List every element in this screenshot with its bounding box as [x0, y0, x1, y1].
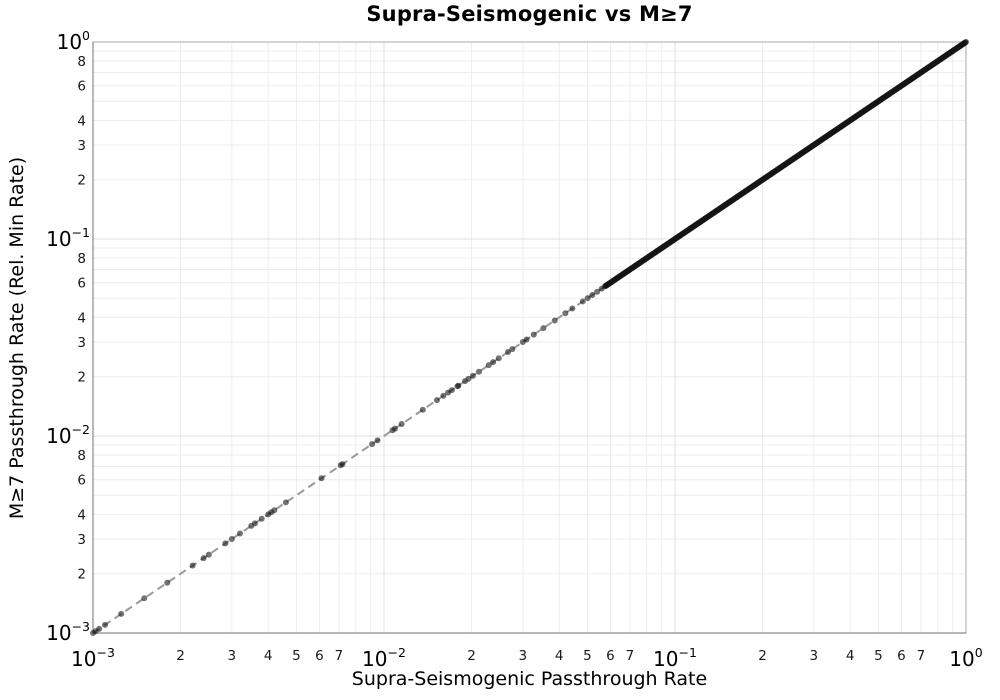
scatter-point	[164, 579, 171, 586]
y-minor-tick-label: 3	[77, 532, 86, 548]
scatter-point	[318, 475, 325, 482]
scatter-point	[391, 425, 398, 432]
y-minor-tick-labels: 2 3 4 6 8 2 3 4 6 8 2 3 4 6 8	[77, 54, 86, 583]
y-minor-tick-label: 6	[77, 473, 86, 489]
x-minor-tick-label: 6	[315, 648, 324, 664]
scatter-point	[505, 348, 512, 355]
y-minor-tick-label: 2	[77, 370, 86, 386]
y-minor-tick-label: 4	[77, 507, 86, 523]
scatter-point	[419, 406, 426, 413]
x-minor-tick-label: 6	[606, 648, 615, 664]
x-minor-tick-label: 4	[264, 648, 273, 664]
scatter-point	[579, 298, 586, 305]
y-major-tick-label: 10−1	[46, 225, 90, 251]
scatter-point	[339, 461, 346, 468]
y-major-tick-label: 10−3	[46, 619, 90, 645]
scatter-point	[485, 362, 492, 369]
x-major-tick-labels: 10−3 10−2 10−1 100	[71, 645, 983, 671]
scatter-point	[369, 441, 376, 448]
x-major-tick-label: 10−3	[71, 645, 115, 671]
scatter-point	[584, 295, 591, 302]
scatter-points	[90, 39, 969, 636]
minor-gridlines	[93, 42, 966, 633]
y-minor-tick-label: 2	[77, 567, 86, 583]
x-major-tick-label: 10−2	[362, 645, 406, 671]
y-minor-tick-label: 3	[77, 335, 86, 351]
scatter-point	[589, 291, 596, 298]
scatter-point	[228, 536, 235, 543]
x-major-tick-label: 100	[949, 645, 982, 671]
scatter-point	[96, 625, 103, 632]
y-minor-tick-label: 8	[77, 251, 86, 267]
x-minor-tick-label: 4	[846, 648, 855, 664]
scatter-point	[222, 540, 229, 547]
scatter-point	[469, 372, 476, 379]
x-minor-tick-label: 3	[519, 648, 528, 664]
plot-border	[92, 41, 967, 634]
scatter-point	[562, 310, 569, 317]
scatter-point	[569, 305, 576, 312]
y-minor-tick-label: 8	[77, 448, 86, 464]
scatter-point	[374, 437, 381, 444]
scatter-point	[551, 317, 558, 324]
scatter-point	[205, 551, 212, 558]
scatter-point	[141, 595, 148, 602]
y-major-tick-label: 10−2	[46, 422, 90, 448]
scatter-point	[236, 530, 243, 537]
x-minor-tick-label: 2	[176, 648, 185, 664]
scatter-point	[448, 387, 455, 394]
scatter-point	[251, 520, 258, 527]
scatter-point	[271, 507, 278, 514]
scatter-point	[523, 336, 530, 343]
x-minor-tick-label: 2	[758, 648, 767, 664]
scatter-point	[963, 39, 969, 45]
x-minor-tick-label: 7	[335, 648, 344, 664]
scatter-point	[475, 368, 482, 375]
scatter-point	[540, 325, 547, 332]
y-major-tick-label: 100	[57, 28, 90, 54]
y-minor-tick-label: 6	[77, 276, 86, 292]
y-minor-tick-label: 2	[77, 173, 86, 189]
scatter-point	[495, 355, 502, 362]
y-minor-tick-label: 6	[77, 79, 86, 95]
scatter-point	[509, 346, 516, 353]
x-minor-tick-label: 3	[228, 648, 237, 664]
scatter-point	[440, 392, 447, 399]
scatter-point	[530, 331, 537, 338]
x-minor-tick-label: 4	[555, 648, 564, 664]
scatter-point	[594, 288, 601, 295]
scatter-point	[465, 375, 472, 382]
y-minor-tick-label: 4	[77, 113, 86, 129]
scatter-point	[258, 515, 265, 522]
scatter-point	[490, 359, 497, 366]
y-major-tick-labels: 10−3 10−2 10−1 100	[46, 28, 90, 645]
scatter-point	[398, 421, 405, 428]
x-minor-tick-label: 6	[897, 648, 906, 664]
x-minor-tick-label: 5	[583, 648, 592, 664]
chart-title: Supra-Seismogenic vs M≥7	[366, 2, 693, 26]
scatter-point	[433, 397, 440, 404]
x-major-tick-label: 10−1	[653, 645, 697, 671]
x-minor-tick-label: 2	[467, 648, 476, 664]
x-minor-tick-label: 3	[810, 648, 819, 664]
x-minor-tick-label: 5	[292, 648, 301, 664]
scatter-point	[200, 555, 207, 562]
scatter-point	[118, 610, 125, 617]
scatter-point	[455, 382, 462, 389]
y-minor-tick-label: 8	[77, 54, 86, 70]
scatter-point	[189, 562, 196, 569]
x-minor-tick-label: 7	[626, 648, 635, 664]
scatter-point	[102, 621, 109, 628]
y-minor-tick-label: 3	[77, 138, 86, 154]
x-minor-tick-label: 5	[874, 648, 883, 664]
x-axis-title: Supra-Seismogenic Passthrough Rate	[351, 668, 708, 690]
scatter-point	[282, 499, 289, 506]
x-minor-tick-label: 7	[917, 648, 926, 664]
y-minor-tick-label: 4	[77, 310, 86, 326]
